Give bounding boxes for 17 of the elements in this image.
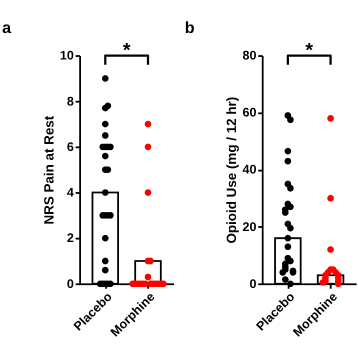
y-tick-label: 4 bbox=[66, 186, 74, 200]
y-tick-label: 0 bbox=[249, 276, 256, 291]
chart-title: a bbox=[2, 19, 12, 38]
y-tick-label: 6 bbox=[66, 140, 74, 154]
y-axis-title: NRS Pain at Rest bbox=[42, 115, 57, 225]
y-tick-label: 10 bbox=[60, 48, 74, 63]
y-tick-label: 60 bbox=[242, 106, 256, 120]
y-tick-label: 8 bbox=[66, 94, 74, 108]
y-axis-title: Opioid Use (mg / 12 hr) bbox=[224, 96, 240, 244]
chart-title: b bbox=[184, 19, 195, 38]
y-tick-label: 2 bbox=[66, 231, 74, 246]
y-tick-label: 80 bbox=[242, 48, 256, 63]
y-tick-label: 20 bbox=[242, 220, 256, 234]
y-tick-label: 40 bbox=[242, 162, 256, 177]
y-tick-label: 0 bbox=[66, 276, 74, 291]
annotation: * bbox=[305, 39, 314, 62]
annotation: * bbox=[122, 39, 131, 62]
